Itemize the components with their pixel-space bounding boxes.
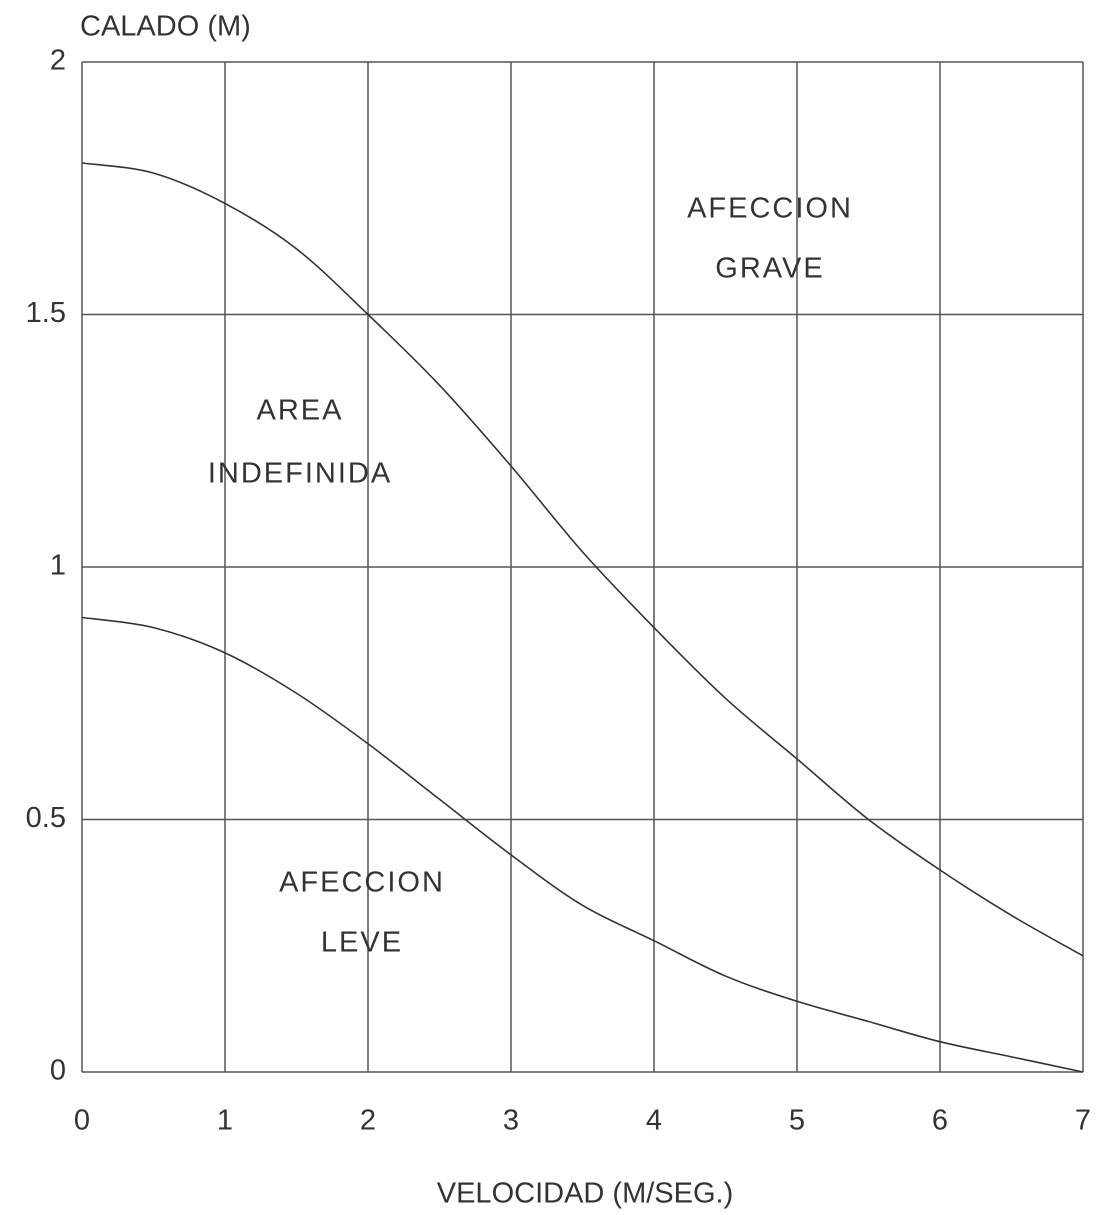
annotation: AFECCION	[279, 867, 445, 899]
annotation: GRAVE	[715, 253, 824, 285]
annotation: AFECCION	[687, 193, 853, 225]
y-axis-title: CALADO (M)	[80, 11, 251, 43]
x-tick-label: 2	[360, 1105, 376, 1137]
x-axis-title: VELOCIDAD (M/SEG.)	[437, 1178, 734, 1210]
x-tick-label: 3	[503, 1105, 519, 1137]
x-tick-label: 5	[789, 1105, 805, 1137]
x-tick-label: 4	[646, 1105, 662, 1137]
annotation: INDEFINIDA	[208, 458, 392, 490]
annotation: AREA	[257, 395, 344, 427]
annotation: LEVE	[321, 927, 403, 959]
y-tick-label: 0.5	[26, 802, 66, 834]
y-tick-label: 1.5	[26, 297, 66, 329]
x-tick-label: 6	[932, 1105, 948, 1137]
curve	[81, 616, 1084, 1073]
curve	[81, 162, 1084, 957]
x-tick-label: 7	[1075, 1105, 1091, 1137]
x-tick-label: 0	[74, 1105, 90, 1137]
y-tick-label: 2	[50, 45, 66, 77]
x-tick-label: 1	[217, 1105, 233, 1137]
y-tick-label: 1	[50, 550, 66, 582]
y-tick-label: 0	[50, 1055, 66, 1087]
